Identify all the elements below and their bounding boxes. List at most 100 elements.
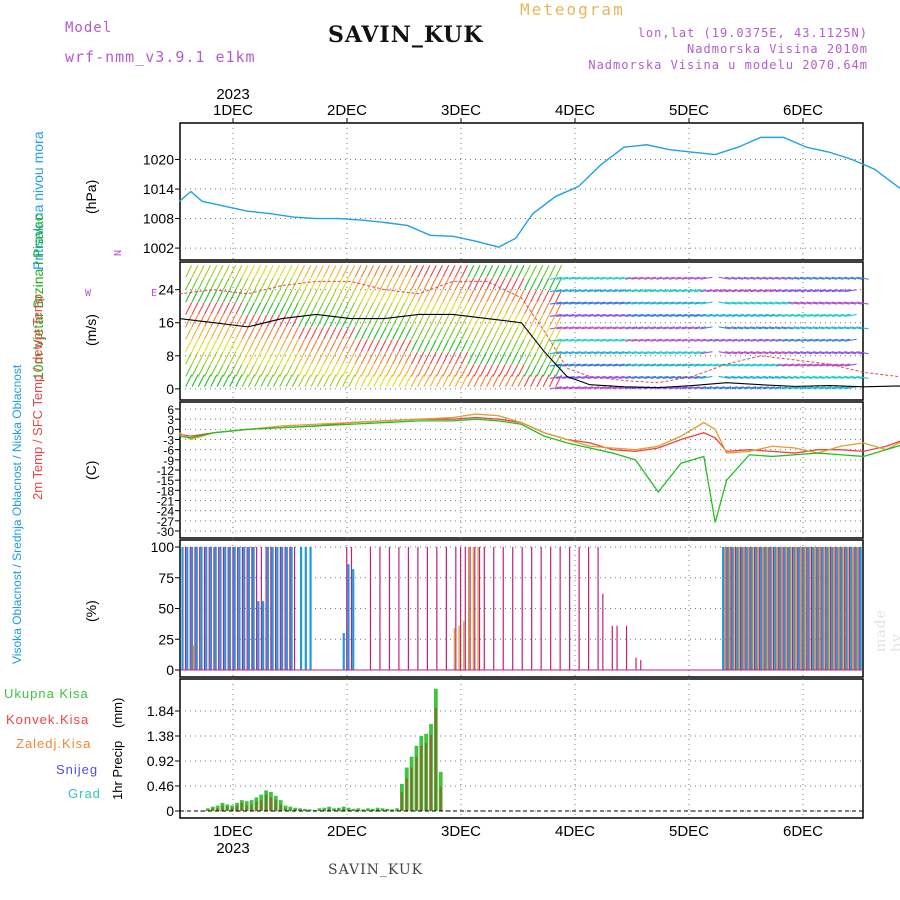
- wind-barb: [831, 289, 845, 293]
- wind-barb: [548, 339, 556, 352]
- wind-barb: [467, 327, 475, 340]
- wind-barb: [548, 351, 556, 365]
- wind-barb: [517, 327, 525, 340]
- wind-barb: [279, 351, 287, 365]
- wind-barb: [448, 265, 456, 278]
- wind-barb: [517, 374, 525, 388]
- wind-barb: [542, 302, 550, 315]
- wind-barb: [781, 301, 794, 305]
- wind-barb: [310, 277, 318, 290]
- wind-barb: [222, 364, 230, 377]
- precip-total-bar: [356, 808, 361, 811]
- wind-barb: [762, 386, 776, 390]
- wind-barb: [385, 364, 393, 377]
- wind-barb: [536, 277, 544, 290]
- wind-barb: [323, 265, 331, 278]
- wind-barb: [435, 314, 443, 328]
- wind-barb: [574, 289, 588, 293]
- wind-barb: [542, 265, 550, 278]
- wind-barb: [435, 364, 443, 377]
- wind-barb: [367, 364, 375, 377]
- wind-barb: [662, 326, 675, 330]
- wind-barb: [769, 338, 782, 342]
- wind-barb: [486, 265, 494, 278]
- wind-barb: [787, 301, 800, 305]
- wind-barb: [498, 265, 506, 278]
- wind-barb: [548, 289, 556, 303]
- wind-barb: [774, 326, 788, 330]
- wind-barb: [523, 374, 531, 388]
- wind-barb: [548, 327, 556, 340]
- wind-barb: [568, 363, 581, 367]
- wind-barb: [448, 314, 456, 328]
- wind-barb: [768, 351, 781, 355]
- wind-barb: [737, 326, 750, 330]
- wind-barb: [323, 364, 331, 377]
- y-tick-label: -21: [157, 495, 175, 509]
- wind-barb: [461, 314, 469, 328]
- precip-convective-bar: [386, 809, 389, 811]
- wind-barb: [398, 339, 406, 352]
- wind-barb: [631, 301, 644, 305]
- wind-barb: [694, 289, 707, 293]
- wind-barb: [548, 314, 556, 328]
- wind-barb: [216, 265, 224, 278]
- y-tick-label: -9: [163, 454, 174, 468]
- wind-barb: [662, 313, 675, 318]
- wind-barb: [486, 289, 494, 303]
- wind-barb: [549, 326, 562, 330]
- wind-barb: [599, 326, 613, 330]
- wind-barb: [392, 374, 400, 388]
- wind-barb: [379, 277, 387, 290]
- wind-barb: [304, 314, 312, 328]
- wind-barb: [185, 302, 193, 315]
- wind-barb: [260, 302, 268, 315]
- wind-barb: [769, 289, 782, 293]
- wind-barb: [812, 276, 825, 280]
- wind-barb: [706, 338, 719, 342]
- wind-barb: [229, 339, 237, 352]
- wind-barb: [367, 327, 375, 340]
- precip-convective-bar: [352, 809, 355, 811]
- wind-barb: [749, 326, 763, 330]
- wind-barb: [687, 338, 700, 342]
- wind-barb: [530, 327, 538, 340]
- precip-convective-bar: [318, 809, 321, 811]
- wind-barb: [204, 364, 211, 377]
- wind-barb: [774, 351, 788, 355]
- wind-barb: [266, 339, 274, 352]
- wind-barb: [197, 302, 205, 315]
- wind-barb: [448, 364, 456, 377]
- legend-snow: Snijeg: [56, 762, 99, 777]
- wind-barb: [197, 327, 205, 340]
- wind-barb: [536, 364, 544, 377]
- wind-barb: [581, 313, 594, 318]
- wind-barb: [838, 289, 851, 293]
- wind-barb: [486, 339, 494, 352]
- wind-barb: [486, 314, 494, 328]
- precip-convective-bar: [410, 767, 413, 811]
- wind-barb: [392, 277, 400, 290]
- dewpoint-line: [179, 418, 900, 523]
- wind-barb: [700, 375, 713, 380]
- wind-barb: [341, 374, 349, 388]
- wind-barb: [606, 351, 619, 355]
- wind-barb: [341, 339, 349, 352]
- precip-total-bar: [395, 808, 399, 811]
- precip-convective-bar: [357, 809, 360, 811]
- wind-barb: [568, 313, 581, 318]
- wind-barb: [492, 289, 500, 303]
- wind-barb: [348, 351, 356, 365]
- wind-barb: [379, 364, 387, 377]
- wind-barb: [656, 326, 669, 330]
- wind-barb: [197, 265, 205, 278]
- wind-barb: [335, 374, 343, 388]
- wind-barb: [694, 313, 707, 318]
- precip-convective-bar: [405, 778, 408, 811]
- wind-barb: [373, 314, 381, 328]
- wind-barb: [310, 314, 318, 328]
- wind-barb: [272, 339, 280, 352]
- wind-barb: [316, 339, 324, 352]
- wind-barb: [398, 302, 406, 315]
- wind-barb: [241, 374, 249, 388]
